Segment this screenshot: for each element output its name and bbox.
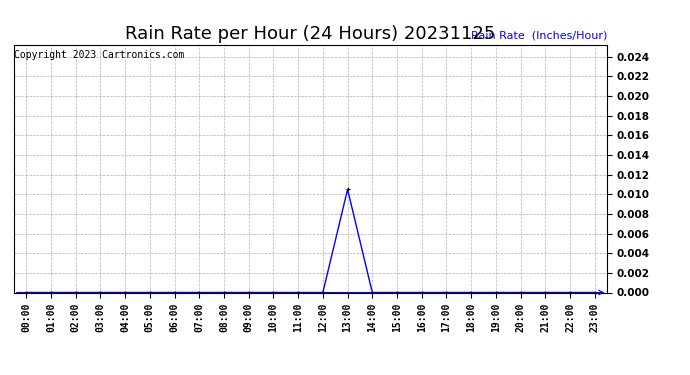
Title: Rain Rate per Hour (24 Hours) 20231125: Rain Rate per Hour (24 Hours) 20231125 xyxy=(126,26,495,44)
Text: Copyright 2023 Cartronics.com: Copyright 2023 Cartronics.com xyxy=(14,50,185,60)
Text: Rain Rate  (Inches/Hour): Rain Rate (Inches/Hour) xyxy=(471,30,607,40)
